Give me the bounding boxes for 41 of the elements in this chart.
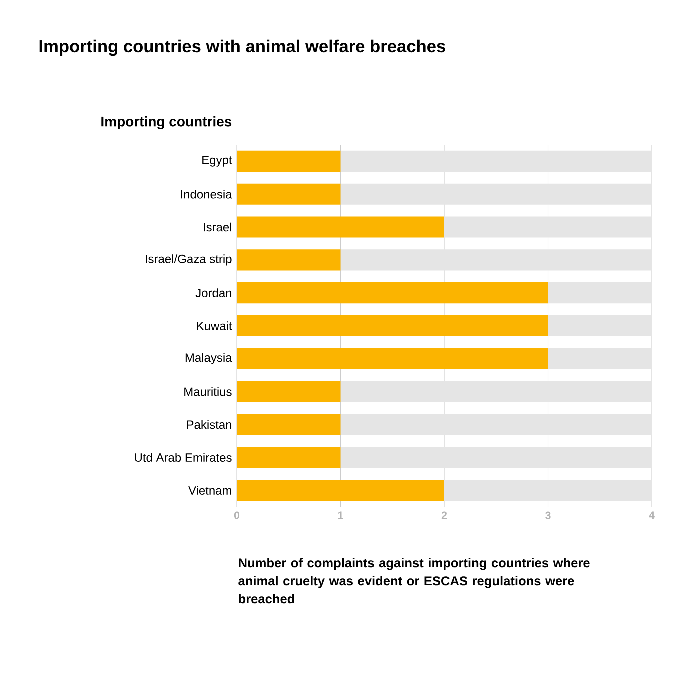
bar [237,414,341,436]
y-tick-label: Jordan [196,288,232,298]
x-tick-label: 1 [338,512,344,520]
bar [340,184,652,205]
y-tick-label: Indonesia [181,190,232,199]
y-tick-label: Kuwait [197,322,232,330]
y-tick-label: Mauritius [184,387,232,396]
y-tick-label: Egypt [202,156,232,167]
bar [237,282,548,304]
bar [340,447,652,468]
bar [237,348,548,370]
bar [237,184,341,205]
x-tick-label: 2 [442,512,448,520]
x-tick-label: 0 [234,512,240,520]
y-tick-label: Israel/Gaza strip [146,254,232,266]
bar [340,381,652,402]
y-tick-label: Israel [204,222,232,232]
y-tick-label: Pakistan [187,420,232,430]
y-tick-label: Vietnam [188,486,232,495]
bar [237,150,341,172]
bar [237,315,548,337]
y-axis-title: Importing countries [102,116,232,130]
bar [237,480,445,502]
bar [237,447,341,468]
bar [237,216,445,238]
bar [444,480,652,502]
chart-title: Importing countries with animal welfare breaches [40,40,446,56]
x-axis-title: Number of complaints against importing countries where animal cruelty was evident or ESCAS regulations were breached [238,558,590,604]
x-tick-label: 3 [546,512,551,520]
bar [340,250,652,271]
bar [444,216,652,238]
bar [237,381,341,402]
bar [548,282,652,304]
bar [340,150,652,172]
y-tick-label: Malaysia [186,353,232,364]
x-tick-label: 4 [649,512,655,520]
bar [237,250,341,271]
bar [548,315,652,337]
y-tick-label: Utd Arab Emirates [135,453,232,462]
bar [340,414,652,436]
bar [548,348,652,370]
